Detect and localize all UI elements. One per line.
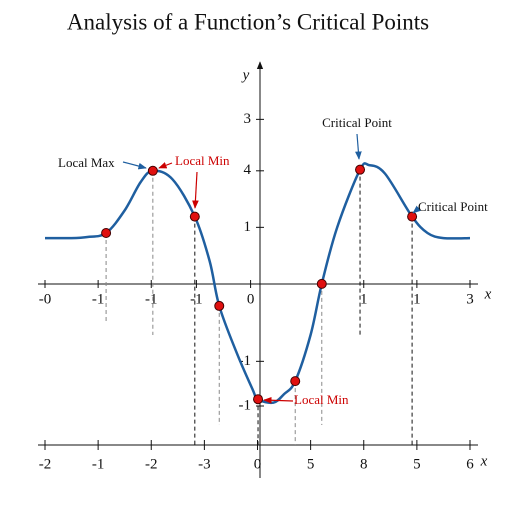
- annotation-arrow: [412, 205, 421, 214]
- x-tick-label: 0: [247, 291, 255, 307]
- critical-point: [316, 278, 327, 289]
- x-tick-label: 5: [413, 456, 421, 472]
- annotation-arrow: [158, 162, 173, 169]
- x-axis-label: x: [480, 453, 488, 469]
- annotation-arrow: [263, 396, 294, 404]
- x-tick-label: -1: [145, 291, 158, 307]
- x-tick-label: -2: [39, 456, 52, 472]
- y-axis-label: y: [241, 67, 250, 83]
- y-tick-label: -1: [239, 397, 252, 413]
- annotation: Local Max: [58, 155, 115, 170]
- y-tick-label: 3: [244, 111, 252, 127]
- critical-point: [101, 227, 112, 238]
- x-axis-label: x: [484, 286, 492, 302]
- x-tick-label: -1: [92, 456, 105, 472]
- x-tick-label: 3: [466, 291, 474, 307]
- annotation: Local Min: [175, 153, 230, 168]
- annotation-arrow: [192, 171, 199, 209]
- x-tick-label: 0: [254, 456, 262, 472]
- critical-point: [253, 394, 264, 405]
- x-tick-label: 1: [413, 291, 421, 307]
- x-tick-label: 1: [360, 291, 368, 307]
- critical-point: [214, 300, 225, 311]
- annotation: Local Min: [294, 392, 349, 407]
- critical-point: [407, 211, 418, 222]
- x-tick-label: 8: [360, 456, 368, 472]
- x-tick-label: -0: [39, 291, 52, 307]
- critical-point: [355, 164, 366, 175]
- x-tick-label: -1: [92, 291, 105, 307]
- annotation: Critical Point: [418, 199, 488, 214]
- x-tick-label: -1: [190, 291, 203, 307]
- critical-point: [189, 211, 200, 222]
- annotation: Critical Point: [322, 115, 392, 130]
- y-tick-label: 4: [244, 162, 252, 178]
- x-tick-label: -2: [145, 456, 158, 472]
- annotation-arrow: [355, 133, 362, 160]
- x-tick-label: -3: [198, 456, 211, 472]
- annotation-arrow: [122, 161, 147, 170]
- x-tick-label: 6: [466, 456, 474, 472]
- chart-title: Analysis of a Function’s Critical Points: [67, 9, 429, 34]
- critical-point: [147, 165, 158, 176]
- y-tick-label: 1: [244, 219, 252, 235]
- curve: [44, 162, 471, 405]
- critical-point: [290, 376, 301, 387]
- x-tick-label: 5: [307, 456, 315, 472]
